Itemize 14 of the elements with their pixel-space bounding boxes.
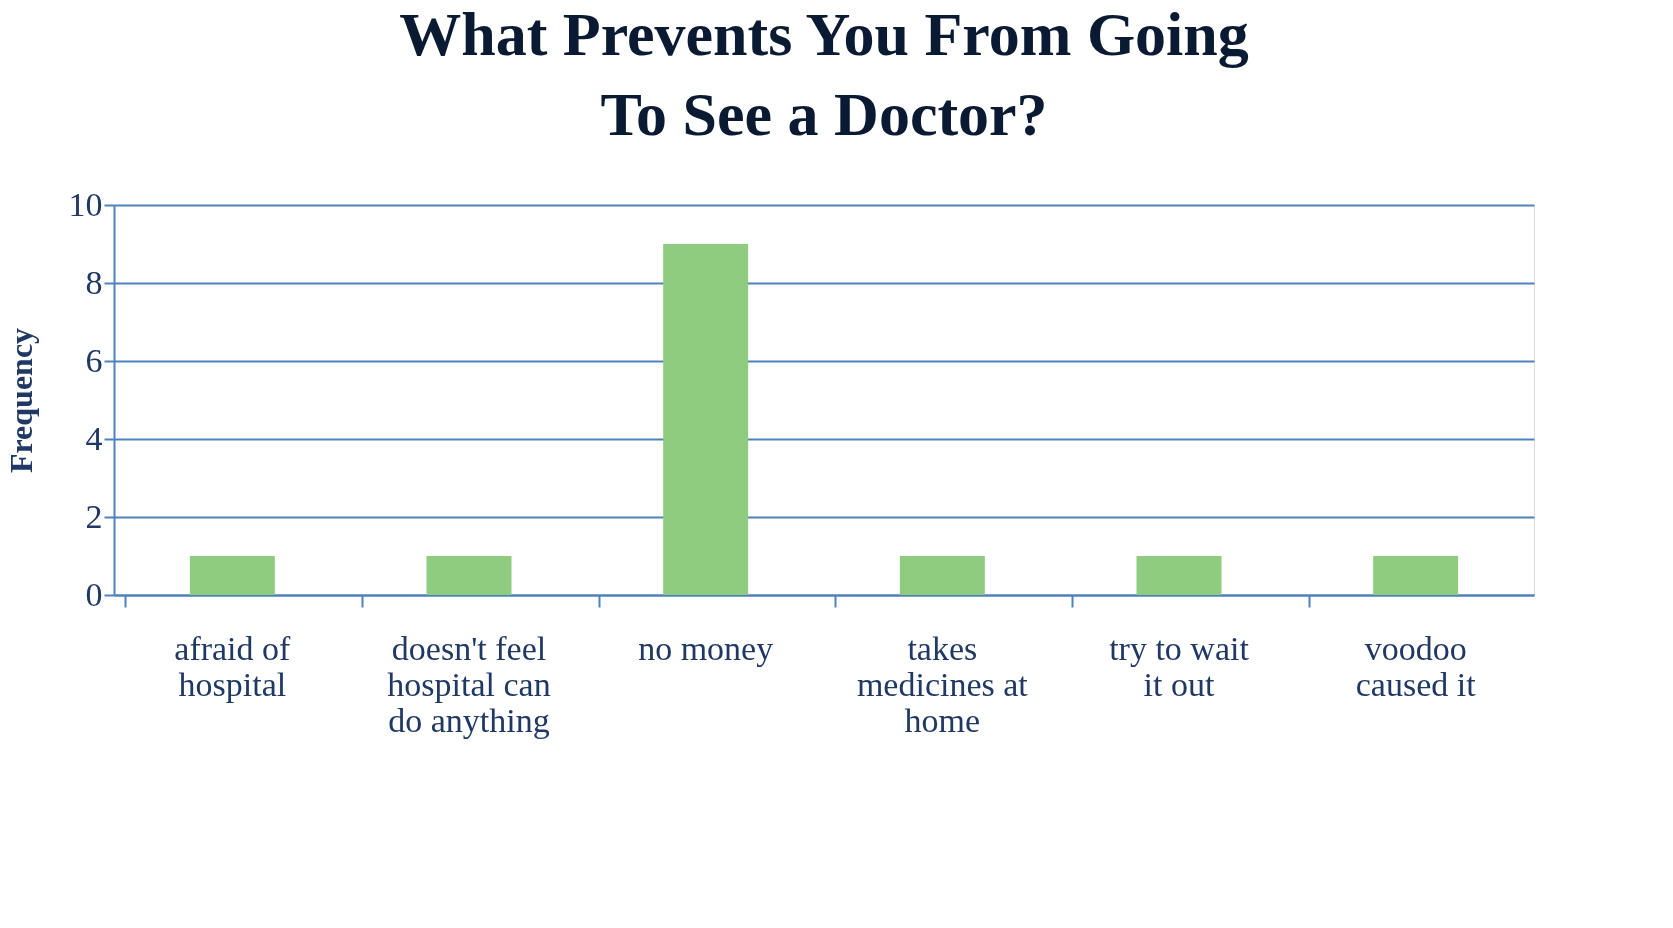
- x-tick-label: doesn't feel hospital can do anything: [387, 629, 551, 739]
- y-tick-label: 0: [85, 575, 103, 613]
- x-tick-label: no money: [638, 629, 774, 667]
- chart-title: What Prevents You From Going To See a Doctor?: [399, 0, 1249, 148]
- y-tick-label: 10: [68, 185, 103, 223]
- x-tick-label: takes medicines at home: [856, 629, 1029, 739]
- y-tick-label: 6: [85, 341, 103, 379]
- x-tick-label: voodoo caused it: [1355, 629, 1477, 703]
- x-tick-label: afraid of hospital: [174, 629, 292, 703]
- x-tick-label: try to wait it out: [1109, 629, 1250, 703]
- y-tick-label: 4: [85, 419, 103, 457]
- y-tick-label: 8: [85, 263, 103, 301]
- y-tick-label: 2: [85, 497, 103, 535]
- y-axis-title: Frequency: [2, 327, 39, 474]
